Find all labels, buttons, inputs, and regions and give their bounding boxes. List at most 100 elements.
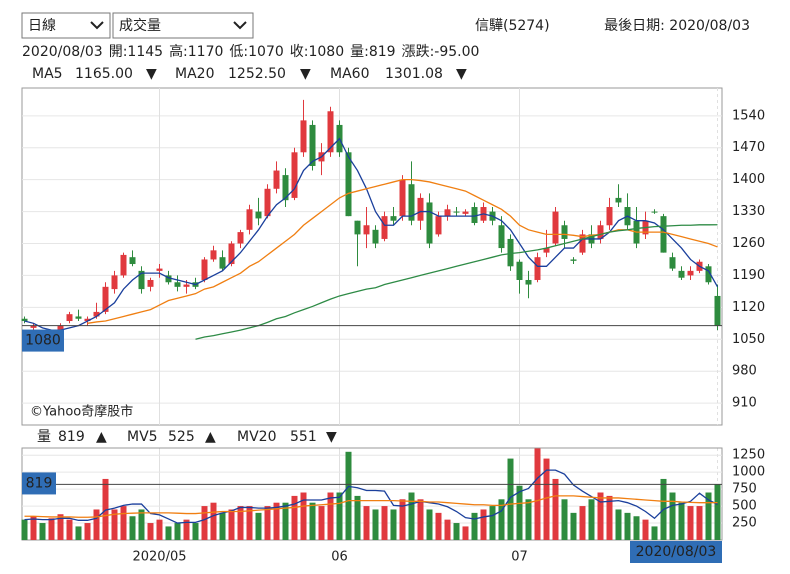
legend-trend: ▲ [96,429,107,445]
volume-bar [156,519,163,540]
select-label[interactable]: 日線 [28,18,56,34]
ma-line [195,224,718,340]
legend-name: MA5 [32,66,63,82]
candle-body [120,254,127,276]
volume-bar [39,523,46,540]
legend-name: MV20 [237,429,276,445]
y-tick-label: 1250 [732,448,765,463]
candle-body [453,211,460,213]
candle-body [372,229,379,244]
volume-bar [624,512,631,540]
volume-bar [417,499,424,540]
volume-bar [48,518,55,540]
volume-bar [120,506,127,540]
volume-bar [57,514,64,540]
candle-body [57,325,64,333]
period-select[interactable]: 日線 [21,12,111,39]
y-tick-label: 980 [732,364,757,379]
volume-bar [237,506,244,540]
volume-bar [525,499,532,540]
candle-body [471,207,478,223]
candle-body [363,225,370,235]
legend-trend: ▲ [205,429,216,445]
volume-bar [561,499,568,540]
volume-bar [192,523,199,540]
y-tick-label: 1260 [732,236,765,251]
volume-bar [651,526,658,540]
volume-bar [696,506,703,540]
candle-body [426,202,433,244]
last-price-tag [22,329,64,352]
candle-body [390,216,397,221]
candle-body [183,284,190,287]
candle-body [498,225,505,249]
y-tick-label: 250 [732,516,757,531]
legend-name: MA20 [175,66,214,82]
volume-bar [552,478,559,540]
volume-bar [228,509,235,540]
quote-item: 漲跌:-95.00 [402,44,480,60]
legend-trend: ▼ [456,66,467,82]
candle-body [282,175,289,201]
volume-bar [138,509,145,540]
candle-body [570,259,577,261]
candle-body [273,170,280,189]
y-tick-label: 1050 [732,332,765,347]
volume-bar [453,523,460,540]
candle-body [174,282,181,287]
volume-bar [291,495,298,540]
chevron [90,21,104,30]
candle-body [255,211,262,219]
volume-bar [219,512,226,540]
quote-item: 2020/08/03 [22,44,103,60]
candle-body [606,207,613,226]
volume-bar [30,516,37,540]
select-label[interactable]: 成交量 [119,17,161,34]
x-tick-label: 2020/08/03 [636,544,717,560]
select-box[interactable] [112,12,254,39]
volume-bar [615,509,622,540]
last-volume-tag [22,472,56,495]
volume-bar [363,506,370,540]
candle-body [219,257,226,269]
legend-name: MA60 [330,66,369,82]
watermark: ©Yahoo奇摩股市 [30,404,133,420]
volume-bar [597,492,604,540]
volume-bar [543,458,550,540]
volume-bar [183,519,190,540]
indicator-select[interactable]: 成交量 [112,12,254,39]
volume-bar [633,516,640,540]
candle-body [66,314,73,322]
volume-bar [147,523,154,540]
ma-line [24,495,718,518]
candle-body [147,279,154,287]
volume-bar [210,502,217,540]
volume-bar [282,502,289,540]
candle-body [399,179,406,217]
volume-bar [498,499,505,540]
candle-body [381,216,388,239]
candle-body [102,286,109,312]
volume-bar [336,492,343,540]
candle-body [462,211,469,214]
volume-bar [642,519,649,540]
volume-bar [669,492,676,540]
candle-body [75,316,82,319]
chevron [233,21,247,30]
candle-body [615,197,622,203]
candle-body [597,225,604,239]
candle-body [669,257,676,269]
candle-body [264,188,271,217]
volume-bar [102,478,109,540]
last-volume-label: 819 [26,475,53,491]
candle-body [345,152,352,217]
candle-body [651,211,658,213]
volume-bar [66,519,73,540]
candle-body [165,275,172,283]
volume-bar [255,512,262,540]
y-tick-label: 1330 [732,204,765,219]
plot-frame [21,87,723,426]
candle-body [687,270,694,276]
volume-bar [480,509,487,540]
stock-name: 信驊(5274) [475,18,550,34]
